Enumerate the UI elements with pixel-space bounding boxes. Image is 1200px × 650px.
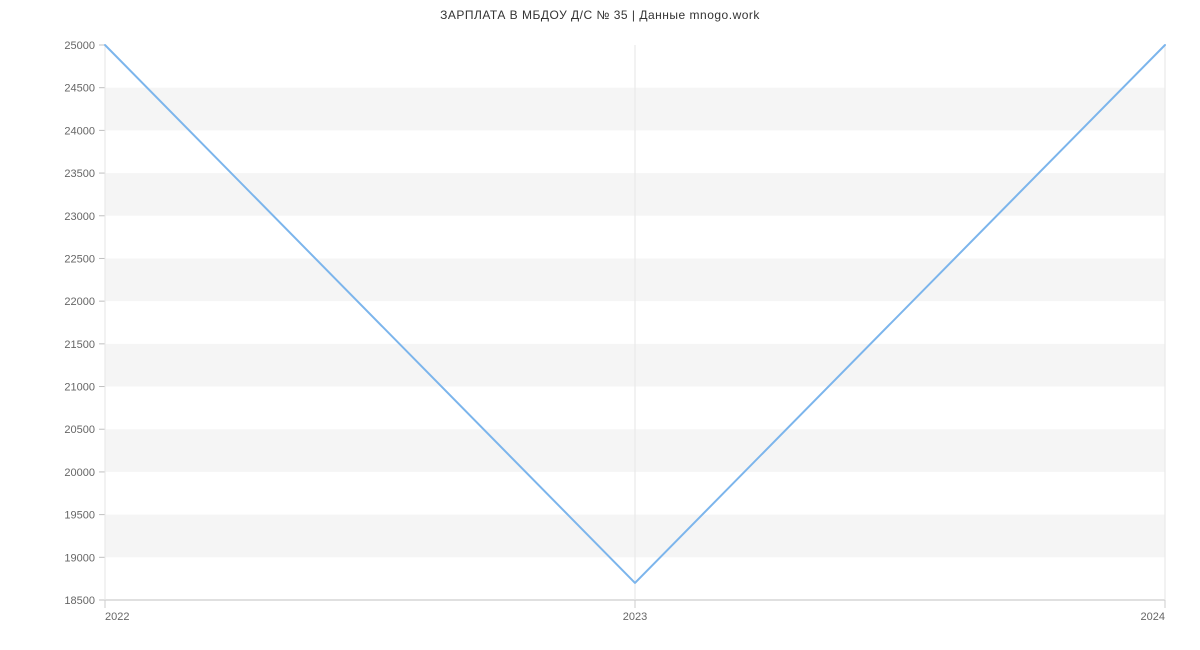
y-tick-label: 20500 bbox=[64, 424, 95, 436]
y-tick-label: 23500 bbox=[64, 168, 95, 180]
x-tick-label: 2024 bbox=[1141, 611, 1165, 623]
y-tick-label: 21500 bbox=[64, 339, 95, 351]
x-tick-label: 2022 bbox=[105, 611, 129, 623]
chart-svg: 18500 19000 19500 20000 20500 21000 21500 22000… bbox=[0, 0, 1200, 650]
y-tick-label: 21000 bbox=[64, 382, 95, 394]
y-tick-label: 22000 bbox=[64, 296, 95, 308]
y-tick-label: 20000 bbox=[64, 467, 95, 479]
y-tick-label: 18500 bbox=[64, 595, 95, 607]
x-tick-label: 2023 bbox=[623, 611, 647, 623]
y-tick-label: 24500 bbox=[64, 83, 95, 95]
y-tick-label: 19500 bbox=[64, 510, 95, 522]
y-tick-label: 22500 bbox=[64, 253, 95, 265]
y-tick-label: 19000 bbox=[64, 552, 95, 564]
y-tick-label: 23000 bbox=[64, 211, 95, 223]
y-tick-label: 25000 bbox=[64, 40, 95, 52]
salary-line-chart: ЗАРПЛАТА В МБДОУ Д/С № 35 | Данные mnogo… bbox=[0, 0, 1200, 650]
y-tick-label: 24000 bbox=[64, 125, 95, 137]
